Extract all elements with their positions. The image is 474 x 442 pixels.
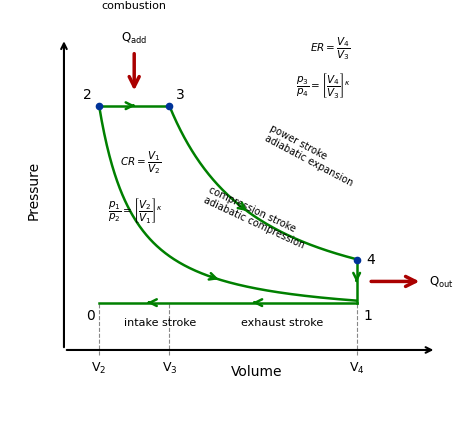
Text: Q$_\mathregular{add}$: Q$_\mathregular{add}$ [121, 31, 147, 46]
Text: 0: 0 [86, 309, 94, 323]
Text: $CR = \dfrac{V_1}{V_2}$: $CR = \dfrac{V_1}{V_2}$ [120, 149, 161, 176]
Text: V$_2$: V$_2$ [91, 361, 107, 376]
Text: Pressure: Pressure [27, 161, 40, 220]
Text: V$_3$: V$_3$ [162, 361, 177, 376]
Text: power stroke
adiabatic expansion: power stroke adiabatic expansion [263, 123, 360, 188]
Text: 1: 1 [364, 309, 373, 323]
Text: $\dfrac{p_3}{p_4} = \left[\dfrac{V_4}{V_3}\right]^{\kappa}$: $\dfrac{p_3}{p_4} = \left[\dfrac{V_4}{V_… [296, 71, 351, 100]
Text: compression stroke
adiabatic compression: compression stroke adiabatic compression [202, 185, 311, 251]
Text: exhaust stroke: exhaust stroke [241, 317, 323, 328]
Text: 4: 4 [366, 253, 375, 267]
Text: V$_4$: V$_4$ [349, 361, 365, 376]
Text: 3: 3 [176, 88, 185, 102]
Text: fuel injection and
combustion: fuel injection and combustion [86, 0, 182, 11]
Text: $ER = \dfrac{V_4}{V_3}$: $ER = \dfrac{V_4}{V_3}$ [310, 35, 350, 62]
Text: intake stroke: intake stroke [124, 317, 196, 328]
Text: $\dfrac{p_1}{p_2} = \left[\dfrac{V_2}{V_1}\right]^{\kappa}$: $\dfrac{p_1}{p_2} = \left[\dfrac{V_2}{V_… [109, 196, 164, 225]
Text: Volume: Volume [231, 365, 283, 379]
Text: 2: 2 [83, 88, 92, 102]
Text: Q$_\mathregular{out}$: Q$_\mathregular{out}$ [429, 275, 454, 290]
